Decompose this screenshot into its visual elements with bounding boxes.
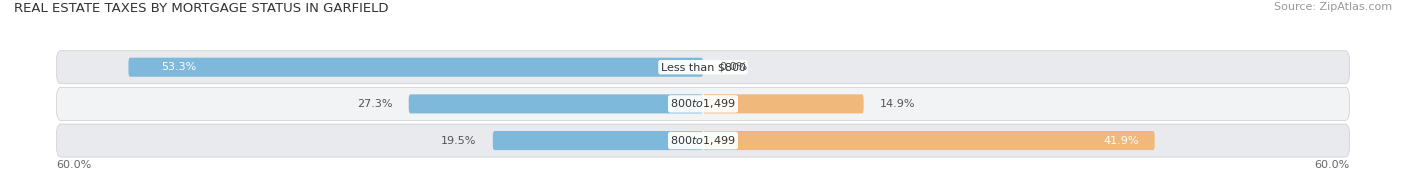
Text: 14.9%: 14.9% <box>880 99 915 109</box>
FancyBboxPatch shape <box>56 87 1350 120</box>
FancyBboxPatch shape <box>56 51 1350 84</box>
Text: 53.3%: 53.3% <box>160 62 195 72</box>
Text: $800 to $1,499: $800 to $1,499 <box>671 97 735 110</box>
Text: 0.0%: 0.0% <box>720 62 748 72</box>
Text: 60.0%: 60.0% <box>1315 160 1350 170</box>
FancyBboxPatch shape <box>494 131 703 150</box>
FancyBboxPatch shape <box>703 131 1154 150</box>
Text: REAL ESTATE TAXES BY MORTGAGE STATUS IN GARFIELD: REAL ESTATE TAXES BY MORTGAGE STATUS IN … <box>14 2 388 15</box>
Legend: Without Mortgage, With Mortgage: Without Mortgage, With Mortgage <box>578 191 828 196</box>
FancyBboxPatch shape <box>409 94 703 113</box>
Text: 19.5%: 19.5% <box>441 136 477 146</box>
Text: 60.0%: 60.0% <box>56 160 91 170</box>
Text: 27.3%: 27.3% <box>357 99 392 109</box>
FancyBboxPatch shape <box>56 124 1350 157</box>
Text: $800 to $1,499: $800 to $1,499 <box>671 134 735 147</box>
Text: Source: ZipAtlas.com: Source: ZipAtlas.com <box>1274 2 1392 12</box>
FancyBboxPatch shape <box>703 94 863 113</box>
Text: 41.9%: 41.9% <box>1102 136 1139 146</box>
FancyBboxPatch shape <box>128 58 703 77</box>
Text: Less than $800: Less than $800 <box>661 62 745 72</box>
